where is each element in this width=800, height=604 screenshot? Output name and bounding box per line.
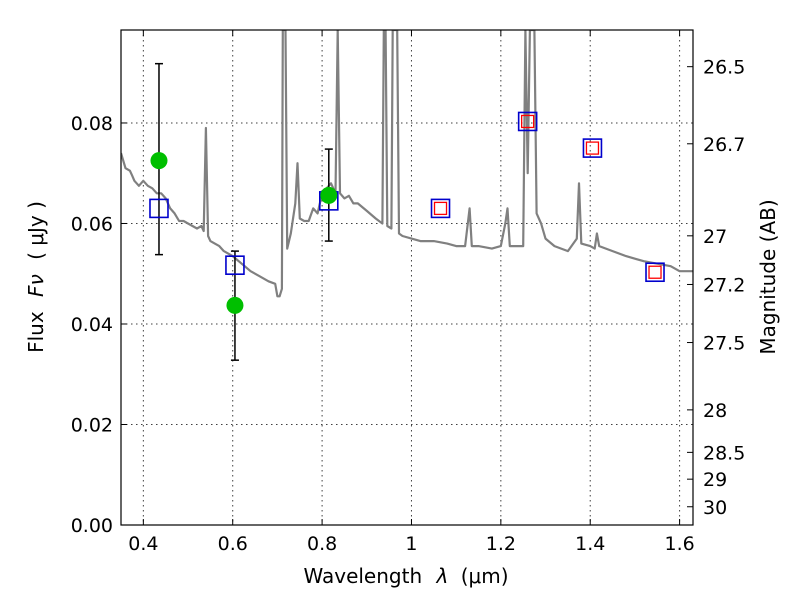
- x-axis-label-symbol: λ: [436, 564, 449, 588]
- upper-limit-marker: [521, 114, 535, 129]
- plot-frame: [120, 29, 694, 526]
- upper-limit-marker: [648, 265, 662, 279]
- mag-tick-label: 27.5: [703, 333, 745, 355]
- mag-tick-label: 26.7: [703, 134, 745, 156]
- y-axis-label-unit: ( μJy ): [24, 201, 48, 260]
- model-band-marker: [149, 198, 169, 219]
- model-band-marker: [430, 198, 451, 219]
- y2-axis-label: Magnitude (AB): [756, 199, 780, 354]
- x-axis-label-text: Wavelength: [303, 564, 422, 588]
- mag-tick-label: 28: [703, 400, 727, 422]
- model-band-marker: [645, 262, 665, 283]
- model-band-marker: [225, 255, 245, 275]
- mag-tick-label: 29: [703, 469, 727, 491]
- mag-tick-label: 30: [703, 497, 727, 519]
- upper-limit-marker: [585, 141, 600, 155]
- mag-tick-label: 27: [703, 226, 727, 248]
- y-axis-label-text: Flux: [24, 311, 48, 353]
- y-tick-label: 0.00: [71, 515, 113, 537]
- x-tick-label: 0.8: [307, 533, 337, 555]
- x-tick-label: 1.2: [486, 533, 516, 555]
- observed-flux-point: [226, 296, 244, 314]
- y-axis-label: Flux Fν ( μJy ): [24, 201, 48, 353]
- y-tick-label: 0.02: [71, 414, 113, 436]
- upper-limit-marker: [433, 201, 448, 216]
- y-tick-label: 0.04: [71, 314, 113, 336]
- axes: 0.4 0.6 0.8 1 1.2 1.4 1.6 0.00 0.02 0.04 0.06 0.08 2…: [71, 30, 745, 555]
- grid: [121, 30, 693, 526]
- x-tick-label: 0.6: [218, 533, 248, 555]
- y-tick-label: 0.06: [71, 213, 113, 235]
- mag-tick-label: 26.5: [703, 57, 745, 79]
- mag-tick-label: 27.2: [703, 274, 745, 296]
- observed-flux-point: [150, 152, 168, 170]
- x-tick-label: 1.6: [664, 533, 694, 555]
- x-axis-label-unit: (μm): [461, 564, 509, 588]
- x-tick-label: 1.4: [575, 533, 605, 555]
- observed-flux-point: [320, 186, 338, 204]
- x-tick-label: 0.4: [128, 533, 158, 555]
- markers: [149, 62, 665, 361]
- model-band-marker: [517, 111, 538, 132]
- x-tick-label: 1: [405, 533, 417, 555]
- plot-area: [121, 30, 693, 298]
- spectrum-line: [121, 30, 693, 298]
- mag-tick-label: 28.5: [703, 442, 745, 464]
- y-tick-label: 0.08: [71, 113, 113, 135]
- y-axis-label-symbol: Fν: [24, 274, 48, 297]
- model-band-marker: [582, 138, 603, 158]
- x-axis-label: Wavelength λ (μm): [303, 564, 508, 588]
